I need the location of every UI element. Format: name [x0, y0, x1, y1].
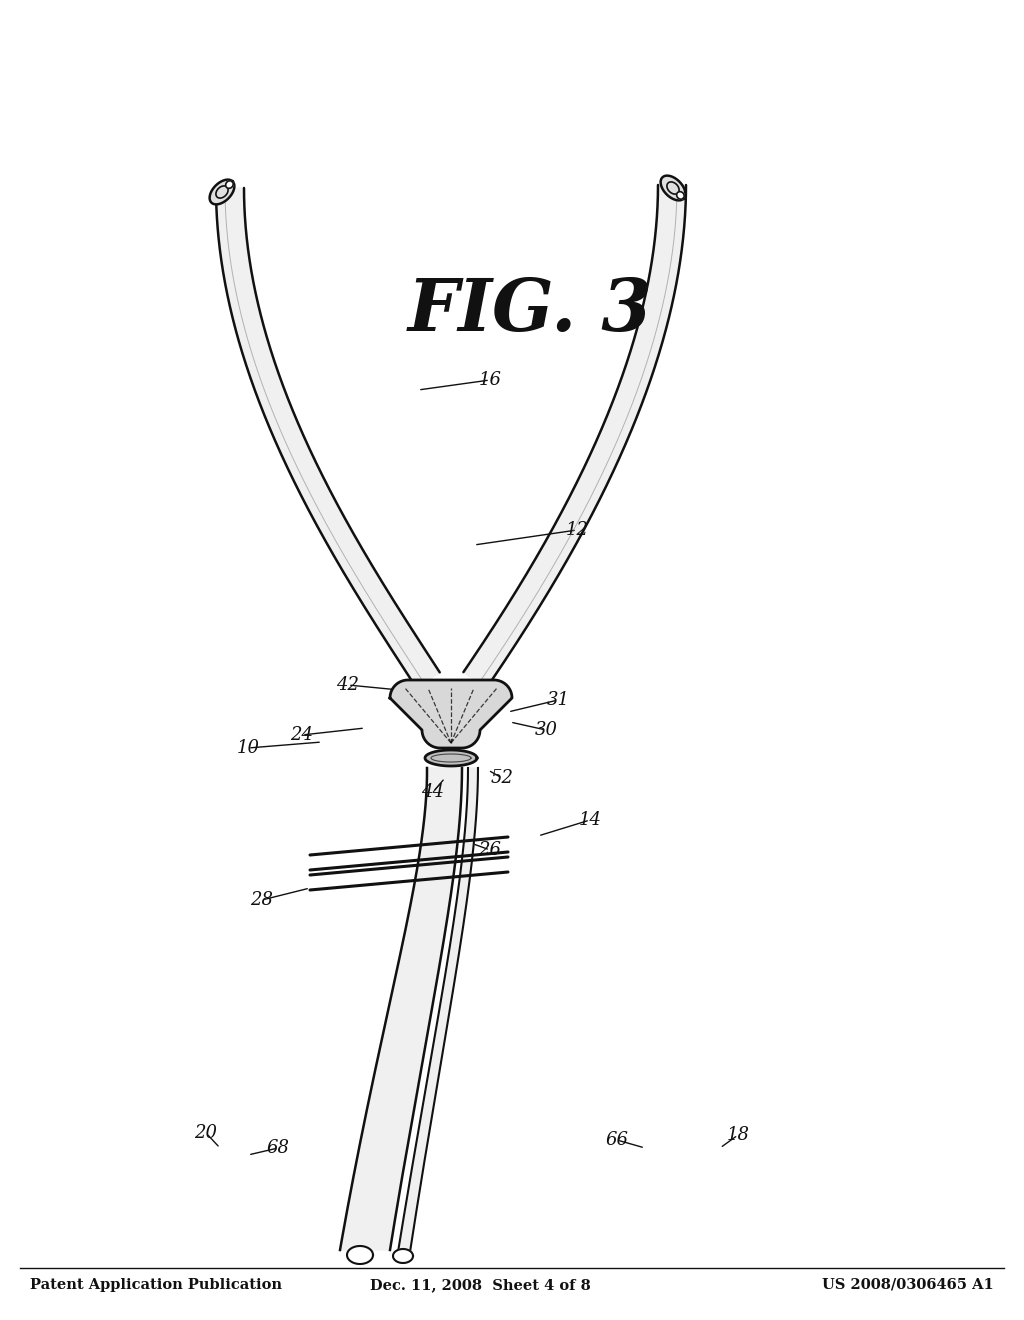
Text: 16: 16	[478, 371, 502, 389]
Polygon shape	[660, 176, 685, 201]
Text: 18: 18	[726, 1126, 750, 1144]
Polygon shape	[210, 180, 234, 205]
Text: 24: 24	[291, 726, 313, 744]
Polygon shape	[464, 185, 686, 688]
Text: 28: 28	[251, 891, 273, 909]
Polygon shape	[216, 187, 439, 688]
Text: 31: 31	[547, 690, 569, 709]
Polygon shape	[390, 680, 512, 748]
Text: FIG. 3: FIG. 3	[408, 275, 652, 346]
Text: 66: 66	[605, 1131, 629, 1148]
Text: 30: 30	[535, 721, 557, 739]
Polygon shape	[677, 191, 684, 199]
Text: 10: 10	[237, 739, 259, 756]
Text: US 2008/0306465 A1: US 2008/0306465 A1	[822, 1278, 994, 1292]
Text: Patent Application Publication: Patent Application Publication	[30, 1278, 282, 1292]
Text: 42: 42	[337, 676, 359, 694]
Polygon shape	[347, 1246, 373, 1265]
Text: 44: 44	[422, 783, 444, 801]
Text: 52: 52	[490, 770, 513, 787]
Polygon shape	[393, 1249, 413, 1263]
Text: 68: 68	[266, 1139, 290, 1158]
Polygon shape	[225, 181, 233, 189]
Text: 26: 26	[478, 841, 502, 859]
Polygon shape	[425, 750, 477, 766]
Text: 14: 14	[579, 810, 601, 829]
Polygon shape	[340, 768, 462, 1250]
Polygon shape	[398, 768, 478, 1251]
Text: 12: 12	[565, 521, 589, 539]
Text: Dec. 11, 2008  Sheet 4 of 8: Dec. 11, 2008 Sheet 4 of 8	[370, 1278, 591, 1292]
Text: 20: 20	[195, 1125, 217, 1142]
